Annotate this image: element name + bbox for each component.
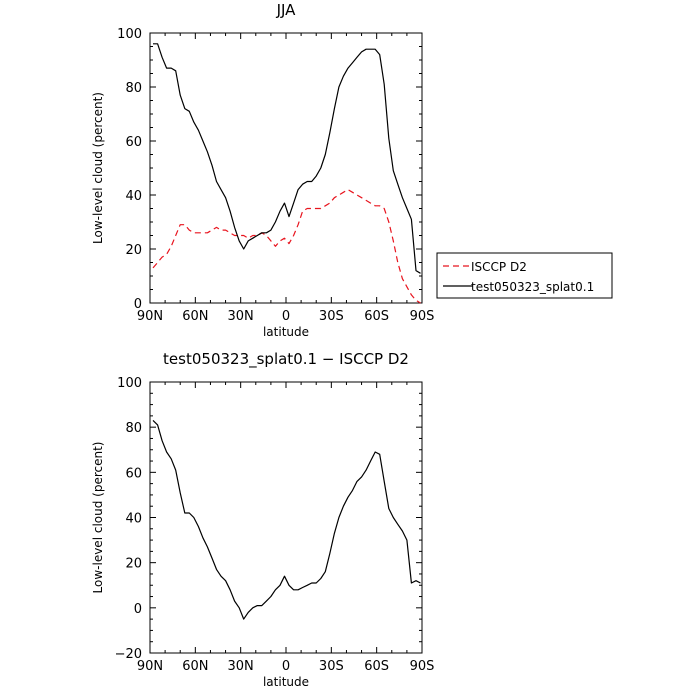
y-tick-label: 0: [134, 602, 142, 617]
y-tick-label: 20: [125, 557, 142, 572]
x-tick-label: 0: [282, 659, 290, 674]
x-tick-label: 60N: [182, 659, 208, 674]
legend: ISCCP D2 test050323_splat0.1: [436, 252, 613, 299]
x-tick-label: 0: [282, 309, 290, 324]
chart-title: JJA: [276, 1, 297, 19]
x-tick-label: 30N: [228, 309, 254, 324]
y-tick-label: 80: [125, 81, 142, 96]
y-tick-label: 40: [125, 512, 142, 527]
y-tick-label: 100: [117, 376, 142, 391]
y-tick-label: 60: [125, 135, 142, 150]
x-tick-label: 30S: [319, 659, 344, 674]
x-tick-label: 60N: [182, 309, 208, 324]
legend-label: ISCCP D2: [471, 260, 527, 274]
x-tick-label: 30N: [228, 659, 254, 674]
panel-top: JJA 90N 60N 30N 0 30S 60S 90S 0 20 40 60 80 100 latitu…: [91, 1, 434, 339]
x-tick-label: 90S: [410, 659, 435, 674]
panel-bottom: test050323_splat0.1 − ISCCP D2 90N 60N 30N 0…: [91, 350, 434, 689]
y-tick-label: 80: [125, 421, 142, 436]
y-tick-label: 60: [125, 466, 142, 481]
y-axis-label: Low-level cloud (percent): [91, 442, 105, 594]
x-axis-label: latitude: [263, 325, 309, 339]
x-tick-label: 60S: [364, 659, 389, 674]
series-line-isccp-d2: [152, 189, 421, 304]
y-axis-label: Low-level cloud (percent): [91, 92, 105, 244]
y-tick-label: −20: [115, 647, 142, 662]
y-tick-label: 20: [125, 243, 142, 258]
series-line-difference: [152, 419, 421, 620]
series-line-test050323-splat0-1: [153, 43, 421, 274]
chart-title: test050323_splat0.1 − ISCCP D2: [163, 350, 409, 369]
x-axis-label: latitude: [263, 675, 309, 689]
plot-frame: [149, 381, 423, 654]
y-tick-label: 100: [117, 27, 142, 42]
plot-frame: [149, 32, 423, 304]
y-tick-label: 0: [134, 297, 142, 312]
y-tick-label: 40: [125, 189, 142, 204]
legend-box: [436, 252, 613, 299]
x-tick-label: 30S: [319, 309, 344, 324]
legend-label: test050323_splat0.1: [471, 280, 594, 294]
x-tick-label: 90N: [137, 659, 163, 674]
x-tick-label: 60S: [364, 309, 389, 324]
x-tick-label: 90S: [410, 309, 435, 324]
x-tick-label: 90N: [137, 309, 163, 324]
